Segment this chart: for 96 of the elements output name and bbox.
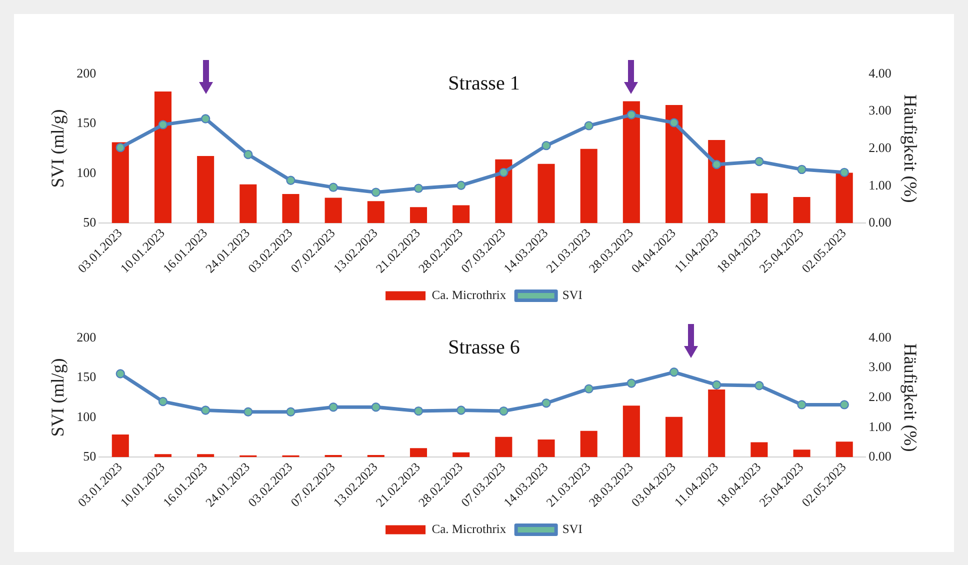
point <box>712 380 722 390</box>
bar <box>324 198 342 224</box>
point <box>371 402 381 412</box>
bar <box>708 390 726 458</box>
point <box>754 156 764 166</box>
point <box>499 168 508 178</box>
y2-tick-label: 2.00 <box>868 388 892 404</box>
y-tick-label: 150 <box>76 369 96 384</box>
point <box>158 120 168 130</box>
bar <box>410 448 428 458</box>
y2-tick-label: 0.00 <box>868 214 892 230</box>
bar <box>367 201 384 224</box>
point <box>371 188 381 197</box>
y2-tick-label: 4.00 <box>868 329 892 344</box>
y2-tick-label: 1.00 <box>868 177 892 192</box>
point <box>797 400 806 410</box>
bar <box>750 193 768 224</box>
point <box>797 164 806 174</box>
y2-tick-label: 3.00 <box>868 102 892 118</box>
y2-tick-label: 4.00 <box>868 65 892 80</box>
y-axis-title: SVI (ml/g) <box>48 358 68 437</box>
point <box>456 406 466 415</box>
y-tick-label: 200 <box>76 65 96 80</box>
bar <box>836 442 853 458</box>
point <box>244 407 253 416</box>
bar <box>282 194 300 224</box>
point <box>626 378 636 388</box>
y-tick-label: 150 <box>76 115 96 130</box>
y-tick-label: 200 <box>76 329 96 344</box>
point <box>499 406 508 416</box>
bar <box>197 156 214 224</box>
point <box>414 406 424 416</box>
point <box>840 400 849 410</box>
bar <box>154 454 172 458</box>
bar <box>538 440 555 458</box>
point <box>286 176 296 185</box>
legend-label: Ca. Microthrix <box>432 522 507 536</box>
point <box>542 398 551 408</box>
point <box>626 110 636 120</box>
point <box>542 140 551 150</box>
point <box>456 180 466 190</box>
bar <box>197 454 214 458</box>
point <box>158 396 168 406</box>
point <box>328 182 338 192</box>
bar <box>836 172 853 224</box>
bar <box>750 442 768 458</box>
y-axis-title: SVI (ml/g) <box>48 109 68 188</box>
bar <box>112 142 129 224</box>
bar <box>452 205 470 224</box>
legend-label: Ca. Microthrix <box>432 288 507 302</box>
bar <box>154 92 172 224</box>
bar <box>665 104 683 224</box>
point <box>584 384 594 394</box>
bar <box>240 184 257 224</box>
chart-title: Strasse 6 <box>448 336 520 358</box>
bar <box>580 148 598 224</box>
y2-tick-label: 1.00 <box>868 418 892 434</box>
point <box>669 368 679 377</box>
bar <box>622 101 640 224</box>
point <box>286 407 296 416</box>
bar <box>580 430 598 458</box>
legend-label: SVI <box>562 288 582 302</box>
point <box>414 184 424 193</box>
bar <box>538 164 555 224</box>
point <box>244 150 253 160</box>
y2-tick-label: 3.00 <box>868 359 892 374</box>
y-tick-label: 50 <box>83 448 96 464</box>
bar <box>708 140 726 224</box>
bar <box>112 434 129 458</box>
y-tick-label: 100 <box>76 408 96 424</box>
point <box>328 402 338 412</box>
chart-title: Strasse 1 <box>448 72 520 94</box>
point <box>754 381 764 390</box>
legend-label: SVI <box>562 522 582 536</box>
bar <box>495 159 512 224</box>
y2-axis-title: Häufigkeit (%) <box>900 343 920 452</box>
bar <box>452 452 470 458</box>
bar <box>793 450 810 458</box>
point <box>840 168 849 178</box>
bar <box>495 436 512 458</box>
y2-axis-title: Häufigkeit (%) <box>900 94 920 203</box>
point <box>712 160 722 170</box>
bar <box>410 207 428 224</box>
point <box>116 369 125 378</box>
y-tick-label: 100 <box>76 164 96 180</box>
bar <box>793 197 810 224</box>
point <box>669 118 679 128</box>
y2-tick-label: 2.00 <box>868 140 892 155</box>
y2-tick-label: 0.00 <box>868 448 892 464</box>
bar <box>622 406 640 458</box>
point <box>200 406 210 415</box>
y-tick-label: 50 <box>83 214 96 230</box>
bar <box>665 416 683 458</box>
point <box>584 121 594 130</box>
point <box>200 114 210 124</box>
point <box>116 142 125 152</box>
